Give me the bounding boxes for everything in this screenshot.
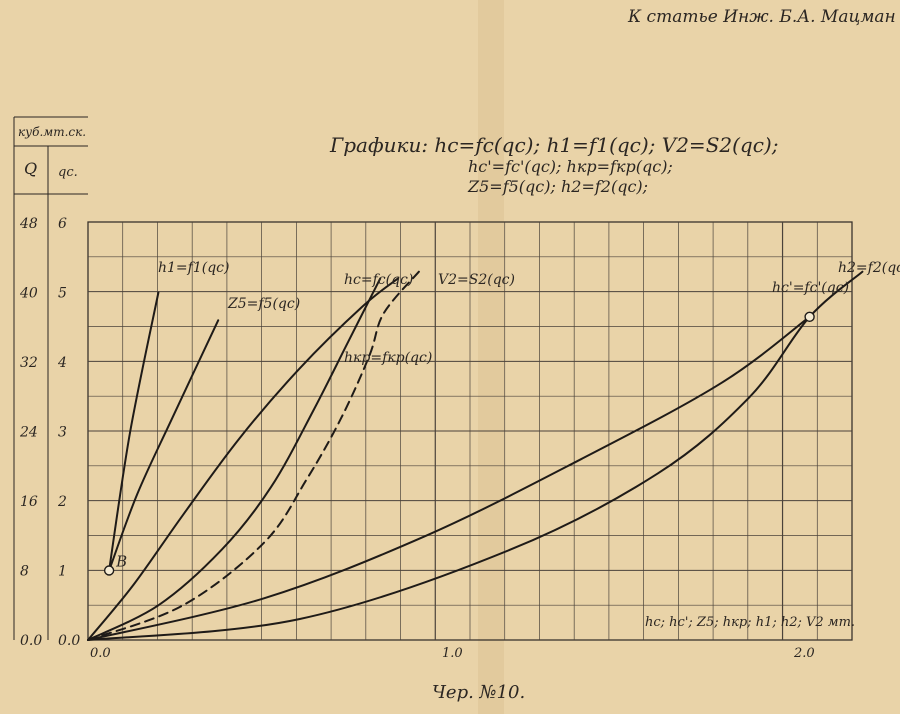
Q-tick-label: 8 xyxy=(20,564,29,580)
marker-point xyxy=(103,565,115,576)
y-label-qc: qc. xyxy=(58,165,78,180)
title-line-1: Графики: hc=fc(qc); h1=f1(qc); V2=S2(qc)… xyxy=(329,133,778,157)
series-lines xyxy=(87,270,864,641)
Q-tick-label: 48 xyxy=(19,216,38,232)
qc-tick-label: 1 xyxy=(58,564,67,580)
qc-tick-label: 3 xyxy=(58,425,67,441)
series-line xyxy=(87,315,811,641)
series-label: h1=f1(qc) xyxy=(158,260,229,276)
Q-tick-label: 16 xyxy=(20,494,38,510)
figure-caption: Чер. №10. xyxy=(432,682,525,703)
paper-fold-shade xyxy=(478,0,504,714)
Q-tick-label: 24 xyxy=(19,425,38,441)
series-line xyxy=(108,291,160,572)
series-label: Z5=f5(qc) xyxy=(227,296,300,312)
title-line-2: hc'=fc'(qc); hкр=fкр(qc); xyxy=(468,157,673,176)
Q-tick-label: 0.0 xyxy=(20,633,42,649)
series-labels: h1=f1(qc) Z5=f5(qc) hc=fc(qc) hкр=fкр(qc) V2… xyxy=(158,260,900,366)
qc-tick-label: 2 xyxy=(57,494,67,510)
series-label: hкр=fкр(qc) xyxy=(344,350,432,366)
tick-labels: 0.0 1 2 3 4 5 6 0.0 8 16 24 32 40 48 0.0 1.0 2.0 xyxy=(19,216,815,661)
Q-tick-label: 32 xyxy=(20,355,38,371)
qc-tick-label: 4 xyxy=(57,355,67,371)
markers: B xyxy=(103,311,815,576)
series-label: V2=S2(qc) xyxy=(438,272,515,288)
qc-tick-label: 5 xyxy=(58,286,67,302)
marker-label: B xyxy=(115,553,127,571)
y-units-label: куб.мт.ск. xyxy=(18,125,86,139)
series-label: hc'=fc'(qc) xyxy=(772,280,849,296)
x-tick-label: 0.0 xyxy=(90,646,111,661)
series-line xyxy=(87,270,420,641)
x-tick-label: 1.0 xyxy=(442,646,463,661)
marker-point xyxy=(804,311,815,323)
grid xyxy=(87,221,853,641)
qc-tick-label: 0.0 xyxy=(58,633,80,649)
title-line-3: Z5=f5(qc); h2=f2(qc); xyxy=(467,177,648,196)
series-line xyxy=(87,277,399,641)
series-label: hc=fc(qc) xyxy=(344,272,413,288)
x-axis-label: hc; hc'; Z5; hкр; h1; h2; V2 мт. xyxy=(645,615,855,630)
header-note: К статье Инж. Б.А. Мацман xyxy=(627,7,896,27)
series-label: h2=f2(qc) xyxy=(838,260,900,276)
axis-header xyxy=(13,116,88,640)
series-line xyxy=(87,270,864,641)
qc-tick-label: 6 xyxy=(58,216,67,232)
chart-title: Графики: hc=fc(qc); h1=f1(qc); V2=S2(qc)… xyxy=(329,133,778,196)
y-label-Q: Q xyxy=(24,159,37,178)
Q-tick-label: 40 xyxy=(19,286,38,302)
x-tick-label: 2.0 xyxy=(793,646,815,661)
series-line xyxy=(87,277,382,641)
series-line xyxy=(108,319,220,572)
